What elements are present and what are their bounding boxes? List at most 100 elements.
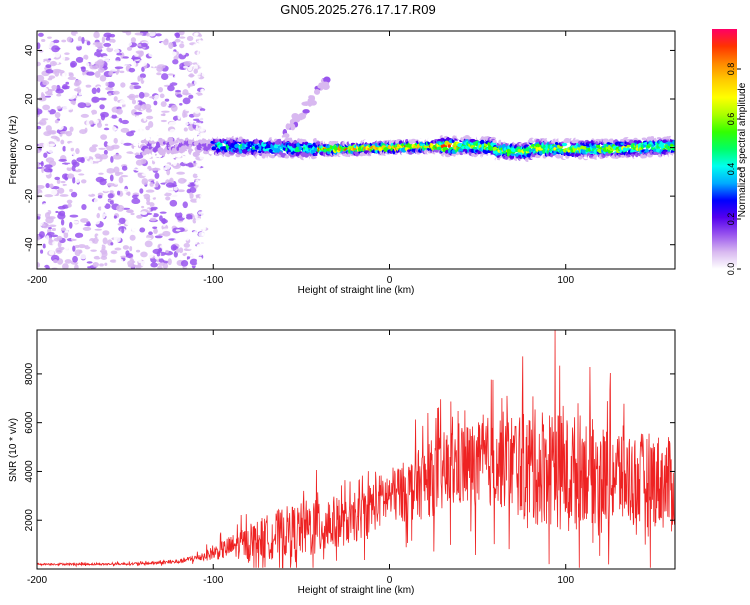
heatmap-noise-cell <box>48 143 56 147</box>
heatmap-noise-cell <box>117 223 122 226</box>
heatmap-noise-cell <box>177 82 185 88</box>
heatmap-noise-cell <box>51 227 57 232</box>
heatmap-noise-cell <box>170 193 180 198</box>
heatmap-noise-cell <box>163 39 169 46</box>
heatmap-noise-cell <box>171 51 177 57</box>
heatmap-noise-cell <box>139 188 144 194</box>
heatmap-noise-cell <box>139 59 148 67</box>
heatmap-noise-cell <box>182 201 188 209</box>
heatmap-noise-cell <box>61 94 69 102</box>
heatmap-noise-cell <box>193 94 199 99</box>
heatmap-noise-cell <box>88 254 94 262</box>
heatmap-noise-cell <box>154 172 160 179</box>
heatmap-noise-cell <box>157 265 163 269</box>
heatmap-noise-cell <box>206 198 211 201</box>
heatmap-noise-cell <box>107 135 113 142</box>
heatmap-noise-cell <box>203 238 209 245</box>
heatmap-noise-cell <box>193 160 197 164</box>
heatmap-noise-cell <box>179 49 186 55</box>
heatmap-noise-cell <box>103 127 110 131</box>
heatmap-noise-cell <box>48 216 56 220</box>
heatmap-noise-cell <box>92 261 99 268</box>
heatmap-noise-cell <box>144 168 150 174</box>
heatmap-noise-cell <box>61 55 66 62</box>
heatmap-noise-cell <box>135 94 139 98</box>
heatmap-noise-cell <box>98 97 107 101</box>
heatmap-noise-cell <box>180 121 189 127</box>
heatmap-noise-cell <box>203 170 206 177</box>
heatmap-noise-cell <box>92 163 101 166</box>
heatmap-noise-cell <box>129 246 133 252</box>
heatmap-noise-cell <box>125 250 130 256</box>
heatmap-noise-cell <box>195 45 198 51</box>
heatmap-noise-cell <box>159 245 165 248</box>
heatmap-noise-cell <box>153 94 160 102</box>
heatmap-noise-cell <box>39 198 45 202</box>
heatmap-noise-cell <box>177 233 184 237</box>
heatmap-ridge-cell <box>155 141 161 147</box>
heatmap-ridge-cell <box>234 141 238 145</box>
heatmap-noise-cell <box>107 34 111 39</box>
heatmap-noise-cell <box>195 86 198 90</box>
heatmap-noise-cell <box>183 225 193 230</box>
heatmap-ridge-cell <box>262 135 267 140</box>
heatmap-noise-cell <box>198 179 205 185</box>
heatmap-noise-cell <box>134 104 142 110</box>
heatmap-noise-cell <box>148 52 157 58</box>
heatmap-noise-cell <box>184 108 194 112</box>
heatmap-noise-cell <box>65 81 70 85</box>
heatmap-noise-cell <box>93 198 99 205</box>
heatmap-noise-cell <box>109 259 117 263</box>
heatmap-noise-cell <box>105 86 114 91</box>
heatmap-noise-cell <box>48 89 56 92</box>
heatmap-noise-cell <box>88 120 94 125</box>
heatmap-noise-cell <box>37 262 41 268</box>
heatmap-ridge-cell <box>534 154 541 159</box>
heatmap-noise-cell <box>188 172 192 175</box>
heatmap-noise-cell <box>136 135 143 142</box>
heatmap-noise-cell <box>201 229 206 236</box>
heatmap-noise-cell <box>77 196 87 204</box>
heatmap-noise-cell <box>168 42 174 49</box>
heatmap-noise-cell <box>141 66 145 72</box>
heatmap-noise-cell <box>37 61 41 67</box>
heatmap-noise-cell <box>148 31 156 37</box>
heatmap-noise-cell <box>131 198 141 205</box>
heatmap-noise-cell <box>46 231 55 235</box>
colorbar-tick-label: 0.6 <box>726 113 736 126</box>
heatmap-noise-cell <box>61 34 67 38</box>
heatmap-noise-cell <box>121 227 125 234</box>
heatmap-noise-cell <box>92 158 101 162</box>
heatmap-noise-cell <box>198 226 203 231</box>
heatmap-noise-cell <box>203 98 209 103</box>
heatmap-noise-cell <box>202 53 207 58</box>
heatmap-noise-cell <box>213 261 219 266</box>
heatmap-noise-cell <box>150 192 156 198</box>
heatmap-noise-cell <box>141 173 149 177</box>
colorbar-tick-label: 0.4 <box>726 163 736 176</box>
heatmap-noise-cell <box>112 154 122 160</box>
heatmap-noise-cell <box>175 157 184 161</box>
heatmap-ridge-cell <box>243 136 249 140</box>
heatmap-noise-cell <box>146 115 154 120</box>
heatmap-noise-cell <box>86 71 95 76</box>
heatmap-noise-cell <box>62 145 66 152</box>
heatmap-noise-cell <box>213 80 219 86</box>
heatmap-ridge-cell <box>588 155 594 158</box>
heatmap-noise-cell <box>83 54 89 60</box>
heatmap-noise-cell <box>201 88 204 94</box>
colorbar-ticks: 0.0 0.2 0.4 0.6 0.8 <box>726 63 741 275</box>
heatmap-noise-cell <box>178 31 185 36</box>
heatmap-noise-cell <box>37 149 42 154</box>
heatmap-noise-cell <box>156 72 162 76</box>
heatmap-noise-cell <box>105 82 109 87</box>
heatmap-noise-cell <box>37 215 41 220</box>
heatmap-noise-cell <box>90 124 95 127</box>
heatmap-noise-cell <box>154 61 159 66</box>
heatmap-ridge-cell <box>134 149 139 153</box>
heatmap-ridge-cell <box>270 154 276 159</box>
heatmap-noise-cell <box>171 64 178 71</box>
heatmap-noise-cell <box>51 116 55 122</box>
heatmap-branch-cell <box>302 109 310 114</box>
